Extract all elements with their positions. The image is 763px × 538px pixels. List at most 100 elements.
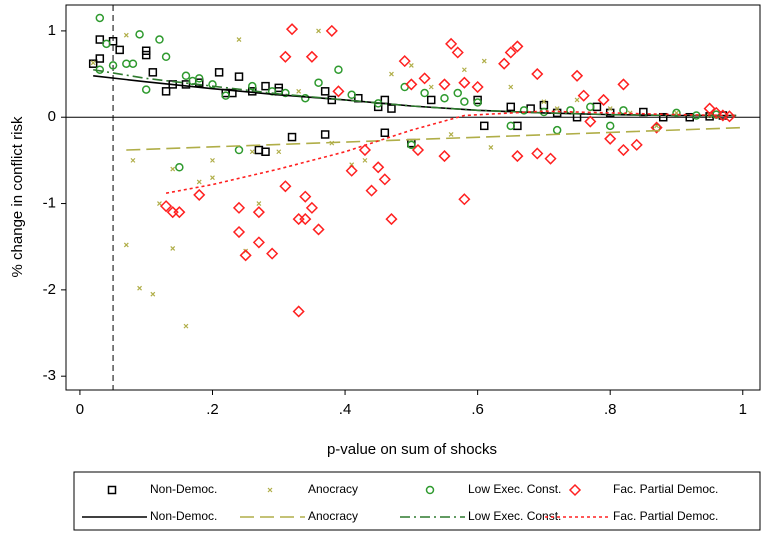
x-marker [461, 67, 467, 73]
square-marker [234, 72, 244, 81]
diamond-marker [451, 46, 464, 59]
diamond-marker [252, 236, 265, 249]
x-marker [488, 145, 494, 150]
x-marker [210, 157, 215, 163]
diamond-marker [312, 223, 325, 236]
x-tick-label: .8 [604, 401, 617, 418]
circle-marker [248, 81, 257, 91]
x-tick-label: .2 [206, 401, 219, 418]
diamond-marker [378, 173, 391, 186]
circle-marker [102, 39, 111, 49]
square-marker [320, 87, 330, 96]
diamond-marker [511, 150, 524, 163]
circle-marker [425, 485, 435, 495]
circle-marker [460, 97, 469, 106]
circle-marker [181, 71, 191, 81]
diamond-marker [568, 483, 582, 497]
square-marker [387, 104, 396, 113]
circle-marker [420, 88, 429, 98]
circle-marker [128, 59, 138, 68]
y-tick-label: -1 [43, 195, 56, 212]
diamond-marker [438, 78, 451, 91]
x-marker [130, 157, 136, 163]
circle-marker [221, 91, 230, 100]
square-marker [380, 128, 390, 138]
diamond-marker [584, 115, 597, 128]
x-marker [389, 71, 394, 77]
diamond-marker [604, 132, 617, 145]
x-axis-label: p-value on sum of shocks [327, 441, 497, 458]
x-marker [137, 285, 143, 291]
circle-marker [161, 52, 171, 62]
x-marker [276, 149, 282, 155]
fit-line [165, 110, 737, 194]
circle-marker [141, 85, 151, 94]
square-marker [261, 81, 270, 91]
diamond-marker [411, 143, 425, 157]
diamond-marker [577, 89, 590, 102]
diamond-marker [325, 24, 338, 37]
square-marker [115, 45, 124, 55]
diamond-marker [372, 161, 385, 174]
square-marker [181, 80, 191, 89]
diamond-marker [279, 50, 292, 63]
square-marker [473, 95, 482, 105]
diamond-marker [650, 121, 663, 134]
y-axis-label: % change in conflict risk [9, 116, 26, 277]
circle-marker [586, 102, 595, 112]
square-marker [141, 46, 151, 56]
y-tick-label: 0 [48, 108, 56, 125]
circle-marker [208, 80, 217, 89]
circle-marker [519, 106, 529, 115]
x-marker [157, 201, 162, 206]
x-marker [267, 487, 273, 493]
diamond-marker [710, 106, 723, 119]
diamond-marker [617, 78, 630, 91]
x-marker [448, 132, 454, 137]
diamond-marker [544, 152, 557, 165]
x-marker [481, 58, 487, 64]
x-marker [428, 84, 434, 90]
x-tick-label: 1 [739, 401, 747, 418]
legend-label: Non-Democ. [150, 509, 217, 523]
diamond-marker [232, 225, 246, 239]
diamond-marker [418, 72, 431, 85]
x-marker [210, 175, 215, 181]
diamond-marker [511, 40, 524, 53]
circle-marker [473, 98, 482, 107]
diamond-marker [398, 55, 411, 68]
x-marker [316, 28, 321, 34]
diamond-marker [292, 305, 305, 318]
x-marker [170, 246, 176, 251]
diamond-marker [299, 213, 312, 226]
diamond-marker [531, 67, 544, 81]
x-marker [508, 84, 514, 90]
diamond-marker [570, 69, 584, 82]
circle-marker [506, 121, 516, 131]
diamond-marker [531, 147, 544, 160]
square-marker [320, 130, 330, 139]
square-marker [95, 35, 105, 44]
circle-marker [347, 90, 356, 100]
diamond-marker [458, 76, 471, 89]
diamond-marker [285, 23, 299, 36]
plot-frame [65, 4, 761, 391]
circle-marker [407, 140, 416, 150]
diamond-marker [299, 190, 312, 203]
x-marker [249, 149, 255, 155]
diamond-marker [438, 150, 451, 163]
diamond-marker [358, 143, 372, 157]
diamond-marker [266, 247, 279, 260]
circle-marker [135, 30, 144, 39]
diamond-marker [630, 138, 643, 151]
x-marker [90, 60, 96, 66]
diamond-marker [597, 93, 610, 107]
legend-label: Low Exec. Const. [468, 482, 561, 496]
diamond-marker [173, 206, 186, 219]
x-marker [170, 166, 176, 172]
diamond-marker [232, 201, 246, 214]
y-tick-label: -3 [43, 367, 56, 384]
x-tick-label: .4 [339, 401, 352, 418]
diamond-marker [504, 46, 517, 59]
